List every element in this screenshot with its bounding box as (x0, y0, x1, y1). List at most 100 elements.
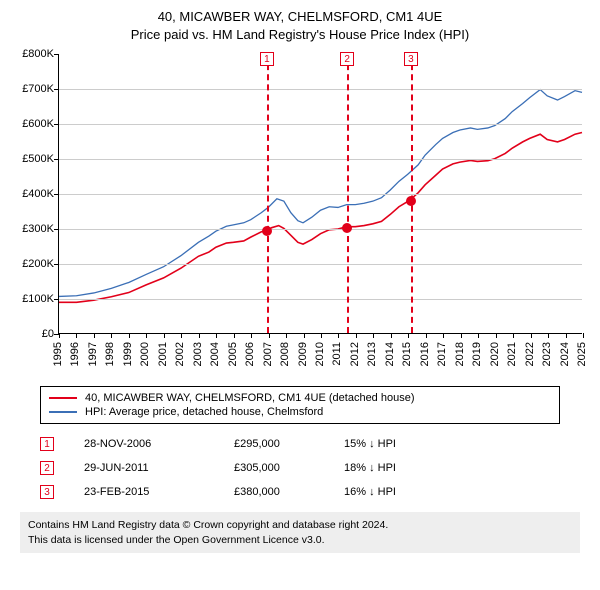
x-tick-mark (234, 333, 235, 338)
series-line-hpi (59, 90, 582, 297)
x-tick-label: 2007 (262, 342, 274, 366)
x-tick-label: 2021 (506, 342, 518, 366)
event-marker-box-3: 3 (404, 52, 418, 66)
x-tick-mark (199, 333, 200, 338)
x-tick-mark (146, 333, 147, 338)
gridline-h (59, 124, 582, 125)
legend-item: 40, MICAWBER WAY, CHELMSFORD, CM1 4UE (d… (49, 391, 551, 405)
y-tick-label: £800K (10, 48, 54, 60)
y-tick-mark (54, 124, 59, 125)
x-tick-mark (94, 333, 95, 338)
series-line-price_paid (59, 133, 582, 303)
x-tick-label: 2020 (489, 342, 501, 366)
events-table: 128-NOV-2006£295,00015% ↓ HPI 2 29-JUN-201… (40, 432, 560, 504)
y-tick-label: £400K (10, 188, 54, 200)
event-dot-1 (262, 226, 272, 236)
gridline-h (59, 229, 582, 230)
x-tick-label: 2005 (227, 342, 239, 366)
x-tick-mark (496, 333, 497, 338)
event-line-3 (411, 54, 413, 333)
title-address: 40, MICAWBER WAY, CHELMSFORD, CM1 4UE (10, 8, 590, 26)
x-tick-mark (583, 333, 584, 338)
x-tick-label: 2016 (419, 342, 431, 366)
y-tick-label: £300K (10, 223, 54, 235)
event-table-row: 229-JUN-2011£305,00018% ↓ HPI (40, 456, 560, 480)
event-date: 29-JUN-2011 (84, 462, 234, 474)
event-line-2 (347, 54, 349, 333)
x-tick-mark (373, 333, 374, 338)
x-tick-mark (269, 333, 270, 338)
event-line-1 (267, 54, 269, 333)
gridline-h (59, 194, 582, 195)
event-marker-box-1: 1 (260, 52, 274, 66)
event-price: £295,000 (234, 438, 344, 450)
x-tick-label: 2000 (139, 342, 151, 366)
x-tick-label: 2018 (454, 342, 466, 366)
event-marker-box-2: 2 (340, 52, 354, 66)
legend-item: HPI: Average price, detached house, Chel… (49, 405, 551, 419)
legend-label: HPI: Average price, detached house, Chel… (85, 406, 323, 418)
x-tick-mark (426, 333, 427, 338)
event-diff: 16% ↓ HPI (344, 486, 454, 498)
y-tick-label: £0 (10, 328, 54, 340)
event-diff: 18% ↓ HPI (344, 462, 454, 474)
event-table-row: 128-NOV-2006£295,00015% ↓ HPI (40, 432, 560, 456)
x-tick-label: 2006 (244, 342, 256, 366)
x-tick-mark (59, 333, 60, 338)
x-tick-label: 2010 (314, 342, 326, 366)
x-tick-mark (251, 333, 252, 338)
event-diff: 15% ↓ HPI (344, 438, 454, 450)
x-tick-mark (391, 333, 392, 338)
chart-area: 123 £0£100K£200K£300K£400K£500K£600K£700… (10, 50, 590, 380)
x-tick-mark (304, 333, 305, 338)
x-tick-label: 2017 (436, 342, 448, 366)
x-tick-label: 2008 (279, 342, 291, 366)
legend-swatch (49, 397, 77, 399)
x-tick-mark (513, 333, 514, 338)
x-tick-label: 2014 (384, 342, 396, 366)
x-tick-label: 1996 (69, 342, 81, 366)
x-tick-mark (216, 333, 217, 338)
event-table-row: 323-FEB-2015£380,00016% ↓ HPI (40, 480, 560, 504)
x-tick-label: 2012 (349, 342, 361, 366)
x-tick-label: 1995 (52, 342, 64, 366)
x-tick-label: 1999 (122, 342, 134, 366)
event-dot-3 (406, 196, 416, 206)
x-tick-mark (478, 333, 479, 338)
x-tick-label: 2011 (331, 342, 343, 366)
title-subtitle: Price paid vs. HM Land Registry's House … (10, 26, 590, 44)
x-tick-mark (443, 333, 444, 338)
x-tick-mark (286, 333, 287, 338)
x-tick-label: 2022 (524, 342, 536, 366)
legend-label: 40, MICAWBER WAY, CHELMSFORD, CM1 4UE (d… (85, 392, 415, 404)
x-tick-label: 2004 (209, 342, 221, 366)
event-dot-2 (342, 223, 352, 233)
y-tick-mark (54, 299, 59, 300)
x-tick-label: 1997 (87, 342, 99, 366)
event-num-box: 3 (40, 485, 54, 499)
x-tick-label: 2015 (401, 342, 413, 366)
x-tick-mark (181, 333, 182, 338)
x-tick-mark (111, 333, 112, 338)
y-tick-label: £700K (10, 83, 54, 95)
y-tick-label: £500K (10, 153, 54, 165)
legend-box: 40, MICAWBER WAY, CHELMSFORD, CM1 4UE (d… (40, 386, 560, 424)
gridline-h (59, 264, 582, 265)
x-tick-mark (129, 333, 130, 338)
gridline-h (59, 299, 582, 300)
x-tick-label: 2001 (157, 342, 169, 366)
footer-attribution: Contains HM Land Registry data © Crown c… (20, 512, 580, 552)
x-tick-mark (338, 333, 339, 338)
y-tick-label: £200K (10, 258, 54, 270)
x-tick-label: 2002 (174, 342, 186, 366)
y-tick-mark (54, 229, 59, 230)
event-num-box: 2 (40, 461, 54, 475)
x-tick-label: 1998 (104, 342, 116, 366)
x-tick-mark (531, 333, 532, 338)
x-tick-label: 2013 (366, 342, 378, 366)
x-tick-mark (356, 333, 357, 338)
y-tick-mark (54, 54, 59, 55)
title-block: 40, MICAWBER WAY, CHELMSFORD, CM1 4UE Pr… (10, 8, 590, 44)
x-tick-label: 2019 (471, 342, 483, 366)
x-tick-label: 2009 (297, 342, 309, 366)
